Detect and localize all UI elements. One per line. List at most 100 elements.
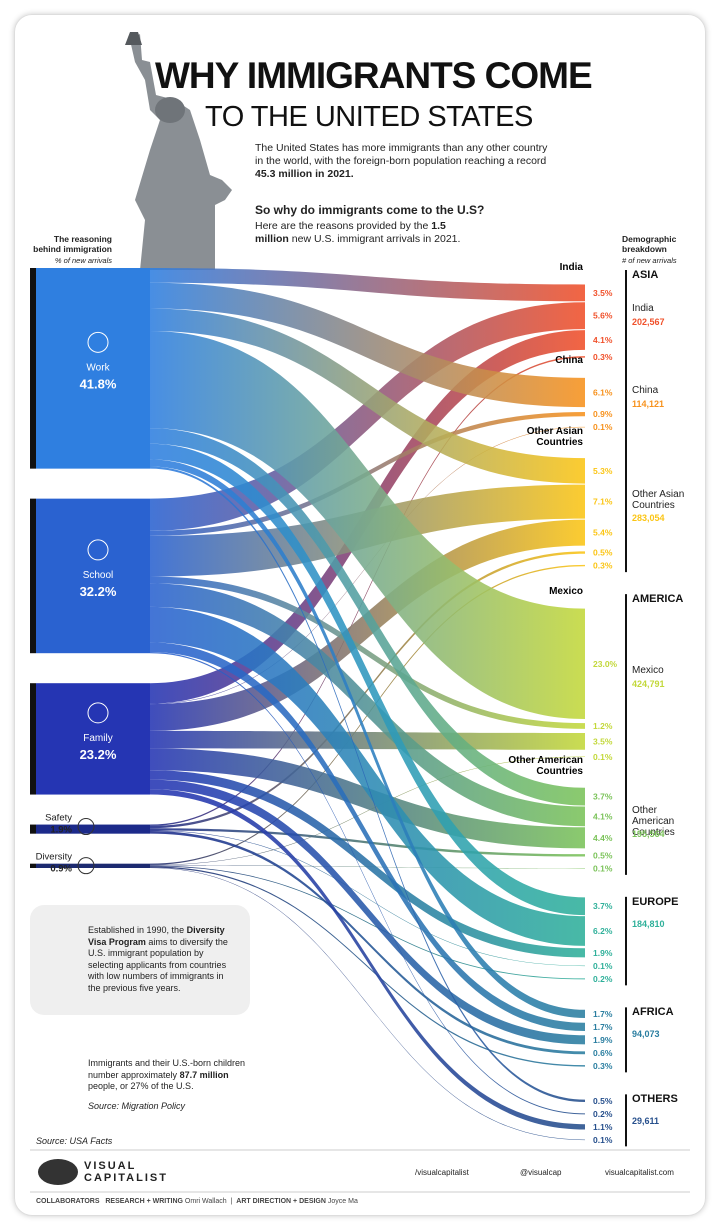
value-label: 1.9% [593,948,613,958]
value-label: 7.1% [593,497,613,507]
breakdown-count: 94,073 [632,1029,660,1040]
website[interactable]: visualcapitalist.com [605,1168,674,1177]
region-name: AMERICA [632,593,684,606]
value-label: 0.1% [593,863,613,873]
target-label: India [559,262,583,273]
link [150,330,585,719]
icon [87,539,109,561]
value-label: 1.2% [593,721,613,731]
link [150,606,585,946]
source-node [36,683,150,795]
value-label: 3.7% [593,901,613,911]
statue [125,32,232,270]
text: aims to diversify the U.S. immigrant pop… [88,936,228,993]
link [150,770,585,958]
source-bar [30,683,36,795]
text: people, or 27% of the U.S. [88,1081,194,1091]
source-label: Family [83,733,112,744]
link [150,652,585,1115]
icon [77,818,95,836]
credits: COLLABORATORS RESEARCH + WRITING Omri Wa… [36,1198,358,1205]
note-source: Source: Migration Policy [88,1101,186,1111]
title: WHY IMMIGRANTS COME [155,55,592,96]
text: Joyce Ma [327,1198,358,1205]
intro: The United States has more immigrants th… [255,142,555,181]
link [150,867,585,1141]
value-label: 0.1% [593,1135,613,1145]
value-label: 0.1% [593,752,613,762]
value-label: 3.7% [593,792,613,802]
text: RESEARCH + WRITING [105,1198,183,1205]
breakdown-count: 195,564 [632,829,665,840]
region-name: EUROPE [632,895,679,908]
text: new U.S. immigrant arrivals in 2021. [291,233,461,245]
target-label: Other Asian Countries [526,425,583,448]
breakdown-name: India [632,302,654,314]
source-bar [30,863,36,868]
value-label: 1.7% [593,1009,613,1019]
target-label: Mexico [549,586,583,598]
value-label: 0.3% [593,561,613,571]
breakdown-count: 424,791 [632,678,665,689]
link [150,519,585,731]
breakdown-count: 114,121 [632,398,665,409]
text: VISUAL [84,1160,137,1172]
value-label: 0.9% [593,409,613,419]
source-node [36,268,150,469]
link [150,756,585,866]
link [150,789,585,1130]
text: Immigrants and their U.S.-born children … [88,1058,246,1080]
link [150,865,585,980]
text: COLLABORATORS [36,1198,100,1205]
right-title: Demographic breakdown [622,234,677,254]
link [150,466,585,1103]
link [150,302,585,531]
breakdown-count: 202,567 [632,316,665,327]
link [150,443,585,916]
note-box [30,905,250,1015]
value-label: 1.7% [593,1022,613,1032]
social[interactable]: /visualcapitalist [415,1168,469,1177]
brand: VISUAL CAPITALIST [84,1160,168,1184]
breakdown-name: China [632,384,659,396]
value-label: 3.5% [593,736,613,746]
left-subtitle: % of new arrivals [54,256,112,265]
icon [87,331,109,353]
breakdown-name: Other American Countries [632,805,675,839]
region-name: ASIA [632,269,659,281]
link [150,576,585,729]
text: Here are the reasons provided by the [255,220,429,232]
question-text: Here are the reasons provided by the 1.5… [255,220,480,246]
link [150,356,585,826]
link [150,428,585,806]
value-label: 1.9% [593,1035,613,1045]
link [150,459,585,1018]
source-label: Safety [45,813,72,824]
text: Diversity Visa Program [88,925,225,947]
text: ART DIRECTION + DESIGN [236,1198,326,1205]
source-value: 0.9% [50,864,72,875]
text: Omri Wallach [184,1198,227,1205]
source-node [36,498,150,654]
card [14,14,706,1216]
link [150,748,585,849]
link [150,282,585,408]
value-label: 4.1% [593,811,613,821]
value-label: 1.1% [593,1122,613,1132]
logo [38,1159,78,1185]
source-bar [30,268,36,469]
source-node [36,824,150,834]
text: 1.5 million [255,220,446,245]
value-label: 6.1% [593,388,613,398]
social[interactable]: @visualcap [520,1168,562,1177]
value-label: 0.5% [593,850,613,860]
source-value: 1.9% [50,825,72,836]
value-label: 0.6% [593,1048,613,1058]
link [150,828,585,857]
link [150,268,585,302]
right-subtitle: # of new arrivals [622,256,677,265]
value-label: 0.2% [593,974,613,984]
value-label: 0.5% [593,548,613,558]
source-label: Work [86,362,110,373]
